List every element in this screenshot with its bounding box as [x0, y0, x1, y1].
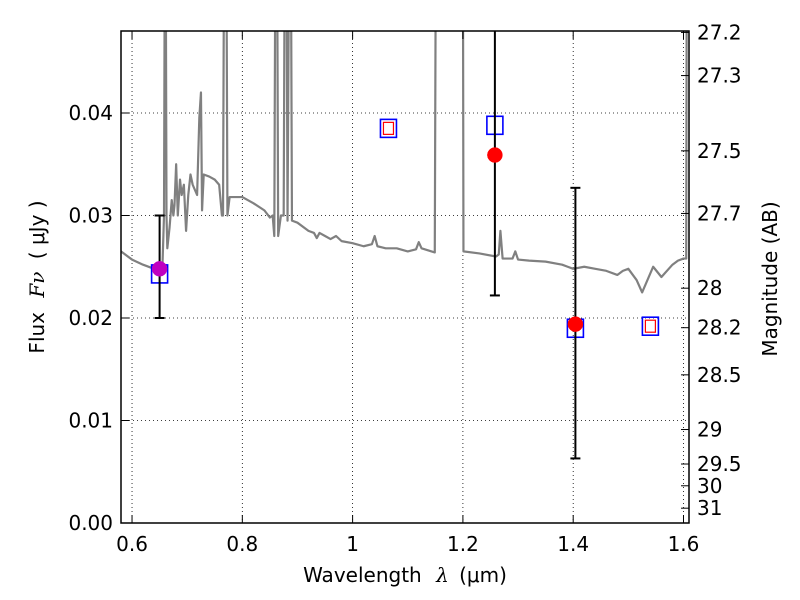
y-tick-label: 0.02 — [68, 306, 113, 330]
x-tick-label: 1.6 — [668, 532, 700, 556]
axes: 0.6 0.8 1 1.2 1.4 1.6 0.00 0.01 0.02 0.03 0.04 27.2… — [68, 20, 741, 556]
model-photometry-inner-square — [644, 319, 656, 333]
y-tick-label: 0.00 — [68, 511, 113, 535]
y2-axis-title: Magnitude (AB) — [758, 201, 782, 356]
model-sed-line — [121, 31, 437, 272]
y2-tick-label: 27.3 — [697, 64, 742, 88]
plot-frame — [120, 30, 690, 524]
x-tick-label: 0.8 — [226, 532, 258, 556]
y-tick-label: 0.01 — [68, 409, 113, 433]
x-tick-label: 0.6 — [116, 532, 148, 556]
observed-point — [487, 147, 503, 163]
y-axis-title-prefix: Flux — [25, 312, 49, 354]
model-photometry-inner-square — [382, 121, 395, 135]
y-axis-title-unit: ( μJy ) — [25, 200, 49, 259]
y-axis-title: Flux Fν ( μJy ) — [25, 200, 49, 353]
x-tick-label: 1.4 — [557, 532, 589, 556]
x-axis-title: Wavelength λ (μm) — [303, 563, 507, 587]
x-tick-label: 1.2 — [447, 532, 479, 556]
y2-tick-label: 31 — [697, 496, 722, 520]
y2-tick-label: 30 — [697, 474, 722, 498]
grid — [121, 31, 689, 524]
observed-point — [151, 261, 168, 277]
observed-point — [567, 316, 584, 332]
y2-tick-label: 28.2 — [697, 316, 742, 340]
model-photometry-square — [379, 118, 398, 139]
error-bars — [151, 31, 584, 460]
y2-tick-label: 27.5 — [697, 139, 742, 163]
y2-tick-label: 29.5 — [697, 452, 742, 476]
x-axis-title-symbol: λ — [435, 563, 449, 587]
x-axis-title-prefix: Wavelength — [303, 563, 422, 587]
y-axis-title-symbol: Fν — [25, 272, 49, 299]
y2-tick-label: 28 — [697, 276, 722, 300]
y2-tick-label: 27.2 — [697, 20, 742, 44]
model-photometry-square — [641, 316, 660, 337]
model-sed-line — [461, 31, 688, 294]
x-axis-title-unit: (μm) — [459, 563, 507, 587]
y2-tick-label: 28.5 — [697, 363, 742, 387]
y-tick-label: 0.03 — [68, 204, 113, 228]
y2-tick-label: 29 — [697, 418, 722, 442]
data-layer — [121, 31, 688, 339]
y-tick-label: 0.04 — [68, 101, 113, 125]
y2-tick-label: 27.7 — [697, 201, 742, 225]
x-tick-label: 1 — [346, 532, 359, 556]
